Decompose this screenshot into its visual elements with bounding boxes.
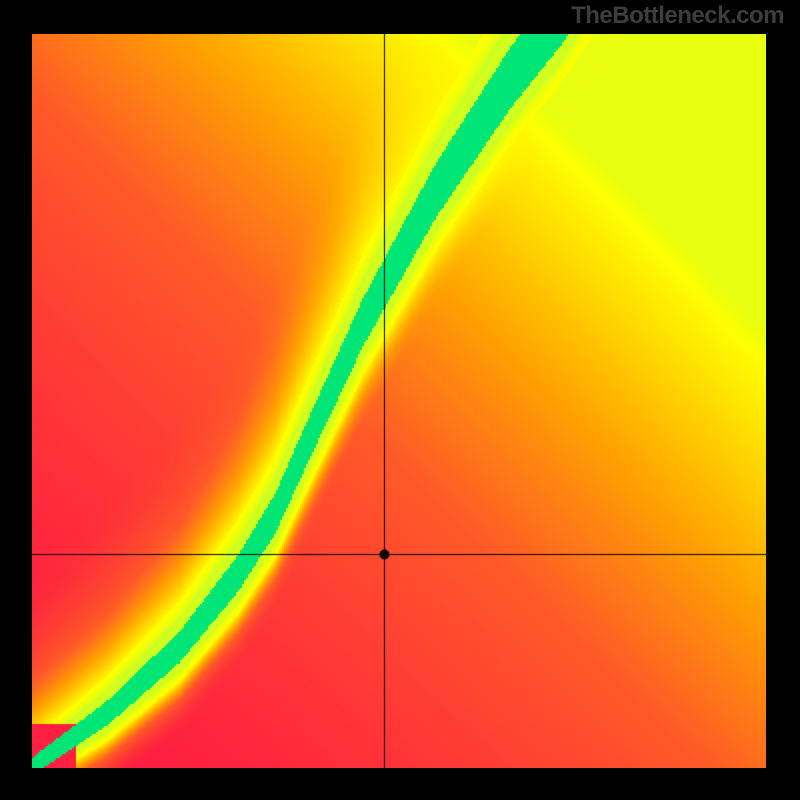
watermark-label: TheBottleneck.com [571, 2, 784, 30]
chart-container: TheBottleneck.com [0, 0, 800, 800]
bottleneck-heatmap [32, 34, 766, 768]
